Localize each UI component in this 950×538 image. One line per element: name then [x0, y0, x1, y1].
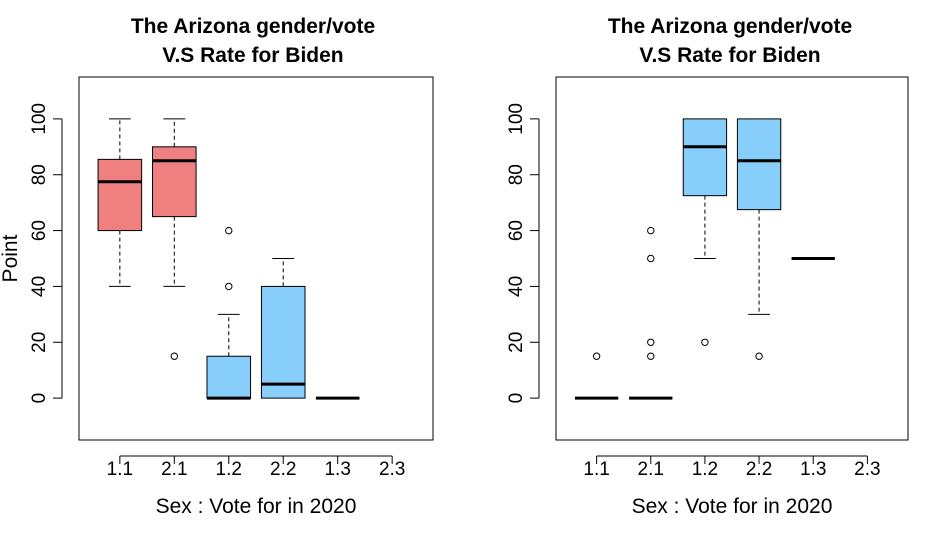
box-2.2: [260, 258, 306, 399]
x-tick-label: 2.3: [854, 459, 880, 480]
x-tick-label: 2.3: [379, 459, 405, 480]
box-body: [97, 158, 143, 232]
outlier-point: [647, 254, 655, 263]
outlier-point: [170, 352, 179, 360]
outlier-point: [701, 338, 709, 346]
box-body: [206, 355, 252, 399]
y-tick-label: 0: [506, 393, 527, 404]
y-tick-label: 20: [506, 332, 527, 353]
x-tick-label: 1.3: [324, 459, 350, 480]
outlier-point: [225, 282, 233, 291]
y-tick-label: 80: [506, 164, 527, 185]
y-tick-label: 20: [29, 332, 50, 353]
box-1.2: [206, 226, 252, 400]
box-2.2: [736, 118, 782, 360]
x-tick-label: 2.2: [746, 459, 772, 480]
y-axis-label: Point: [0, 234, 22, 282]
outlier-point: [647, 226, 655, 235]
box-1.2: [682, 118, 728, 346]
x-tick-label: 1.2: [216, 459, 242, 480]
y-tick-label: 60: [506, 220, 527, 241]
box-body: [152, 146, 197, 218]
x-axis-label: Sex : Vote for in 2020: [632, 495, 833, 518]
box-2.1: [152, 118, 197, 360]
chart-title: The Arizona gender/vote: [608, 15, 852, 38]
x-tick-label: 1.3: [800, 459, 826, 480]
y-tick-label: 100: [506, 103, 527, 135]
outlier-point: [647, 338, 655, 346]
y-tick-label: 60: [29, 220, 50, 241]
box-1.1: [97, 118, 143, 287]
chart-title: V.S Rate for Biden: [639, 44, 820, 67]
box-body: [682, 118, 728, 197]
outlier-point: [647, 352, 655, 360]
plot-frame: [78, 76, 434, 441]
x-tick-label: 1.1: [107, 459, 133, 480]
panel-2: The Arizona gender/vote V.S Rate for Bide…: [506, 15, 909, 518]
x-tick-label: 1.2: [692, 459, 718, 480]
box-2.1: [629, 226, 673, 400]
outlier-point: [592, 352, 601, 360]
y-tick-label: 40: [506, 276, 527, 297]
x-axis-label: Sex : Vote for in 2020: [156, 495, 357, 518]
chart-title: The Arizona gender/vote: [131, 15, 375, 38]
x-tick-label: 2.2: [270, 459, 296, 480]
plot-frame: [555, 76, 909, 441]
x-tick-label: 1.1: [583, 459, 609, 480]
chart-title: V.S Rate for Biden: [162, 44, 343, 67]
box-body: [736, 118, 782, 211]
box-body: [260, 285, 306, 399]
x-tick-label: 2.1: [638, 459, 664, 480]
outlier-point: [755, 352, 763, 360]
y-tick-label: 80: [29, 164, 50, 185]
box-1.1: [574, 352, 619, 400]
x-tick-label: 2.1: [161, 459, 187, 480]
panel-1: The Arizona gender/vote V.S Rate for Bide…: [0, 15, 434, 518]
outlier-point: [225, 226, 233, 235]
y-tick-label: 40: [29, 276, 50, 297]
y-tick-label: 0: [29, 393, 50, 404]
y-tick-label: 100: [29, 103, 50, 135]
